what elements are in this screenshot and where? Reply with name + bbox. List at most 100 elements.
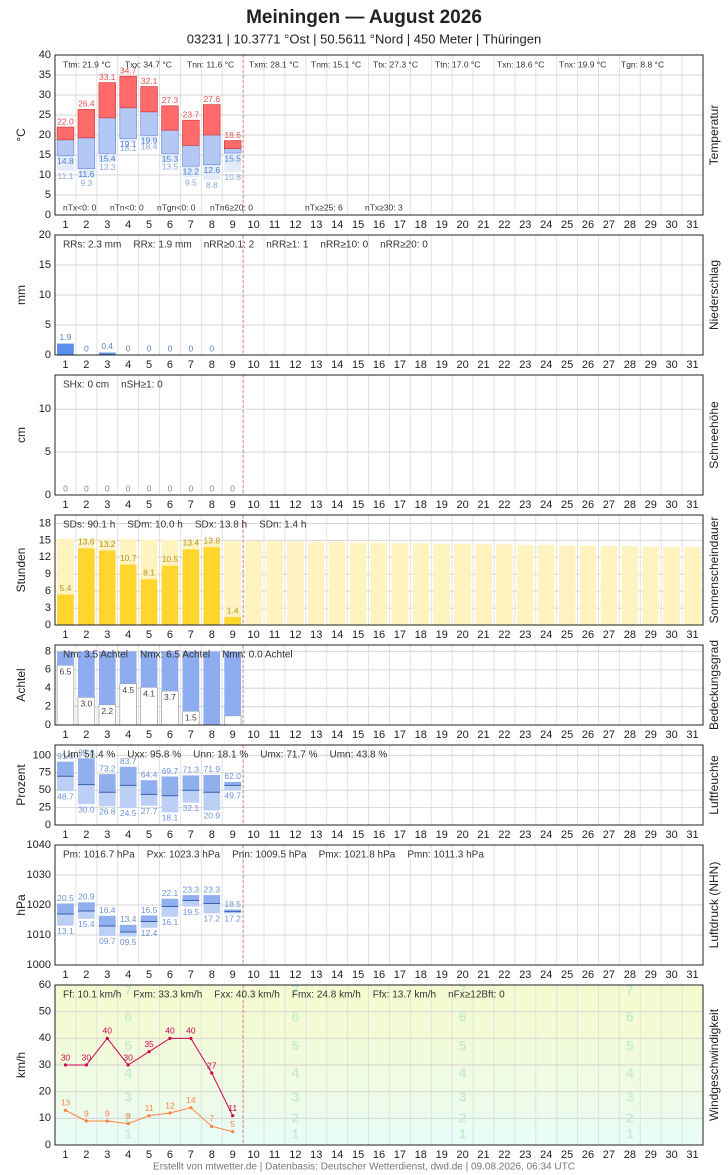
x-tick-label: 28 <box>624 1149 636 1161</box>
side-label: Niederschlag <box>707 260 721 330</box>
temp-min-mean <box>182 145 200 167</box>
value-label: 49.7 <box>224 791 241 801</box>
stat-text: nSH≥1: 0 <box>121 380 163 391</box>
value-label: 1.9 <box>60 332 72 342</box>
wind-point <box>105 1119 109 1123</box>
title: Meiningen — August 2026 <box>246 7 482 28</box>
value-label: 0.4 <box>101 341 113 351</box>
x-tick-label: 23 <box>519 359 531 371</box>
x-tick-label: 11 <box>269 969 280 981</box>
x-tick-label: 13 <box>310 629 322 641</box>
stat-text: Umn: 43.8 % <box>329 750 387 761</box>
beaufort-label: 6 <box>626 1008 634 1024</box>
x-tick-label: 2 <box>83 969 89 981</box>
y-tick-label: 6 <box>45 585 51 597</box>
x-tick-label: 27 <box>603 499 615 511</box>
value-label: 10.7 <box>120 553 137 563</box>
temp-mean-max <box>161 105 179 131</box>
x-tick-label: 12 <box>289 969 301 981</box>
x-tick-label: 19 <box>436 1149 448 1161</box>
value-label: 71.3 <box>183 765 200 775</box>
x-tick-label: 20 <box>456 729 468 741</box>
value-label: 10.8 <box>224 172 241 182</box>
stat-text: Nmn: 0.0 Achtel <box>222 650 293 661</box>
x-tick-label: 13 <box>310 829 322 841</box>
x-tick-label: 22 <box>498 969 510 981</box>
x-tick-label: 23 <box>519 729 531 741</box>
y-tick-label: 3 <box>45 602 51 614</box>
temp-lower <box>77 168 95 178</box>
x-tick-label: 5 <box>146 1149 152 1161</box>
wind-point <box>189 1036 193 1040</box>
value-label: 9 <box>105 1108 110 1118</box>
x-tick-label: 26 <box>582 219 594 231</box>
x-tick-label: 2 <box>83 359 89 371</box>
value-label: 32.1 <box>183 803 200 813</box>
temp-lower <box>140 135 158 142</box>
x-tick-label: 27 <box>603 359 615 371</box>
x-tick-label: 1 <box>62 499 68 511</box>
x-tick-label: 17 <box>394 219 406 231</box>
value-label: 8.1 <box>143 568 155 578</box>
value-label: 20.9 <box>204 811 221 821</box>
x-tick-label: 24 <box>540 629 552 641</box>
x-tick-label: 27 <box>603 1149 615 1161</box>
y-tick-label: 35 <box>39 69 51 81</box>
wind-point <box>105 1036 109 1040</box>
x-tick-label: 25 <box>561 629 573 641</box>
value-label: 9 <box>84 1108 89 1118</box>
stat-text: Fxm: 33.3 km/h <box>133 990 202 1001</box>
x-tick-label: 2 <box>83 219 89 231</box>
value-label: 12 <box>165 1100 175 1110</box>
x-tick-label: 16 <box>373 1149 385 1161</box>
x-tick-label: 31 <box>686 829 698 841</box>
value-label: 0 <box>126 343 131 353</box>
possible-bar <box>475 544 492 625</box>
x-tick-label: 28 <box>624 629 636 641</box>
y-tick-label: 5 <box>45 319 51 331</box>
bar <box>140 579 158 625</box>
plot-frame <box>54 234 704 356</box>
y-tick-label: 50 <box>39 784 51 796</box>
range-lower <box>182 790 200 803</box>
x-tick-label: 6 <box>167 829 173 841</box>
x-tick-label: 16 <box>373 969 385 981</box>
value-label: 1.0 <box>227 717 239 727</box>
y-tick-label: 20 <box>39 1086 51 1098</box>
x-tick-label: 25 <box>561 729 573 741</box>
value-label: 27.3 <box>162 95 179 105</box>
x-tick-label: 11 <box>269 1149 280 1161</box>
range-upper <box>182 895 200 901</box>
x-tick-label: 11 <box>269 499 280 511</box>
x-tick-label: 24 <box>540 359 552 371</box>
x-tick-label: 23 <box>519 499 531 511</box>
x-tick-label: 26 <box>582 499 594 511</box>
x-tick-label: 4 <box>125 969 131 981</box>
x-tick-label: 27 <box>603 219 615 231</box>
temp-min-mean <box>56 139 75 157</box>
possible-bar <box>224 540 242 625</box>
x-tick-label: 26 <box>582 359 594 371</box>
y-tick-label: 10 <box>39 289 51 301</box>
value-label: 19.1 <box>120 139 137 149</box>
value-label: 95.8 <box>78 748 95 758</box>
value-label: 13.5 <box>162 161 179 171</box>
x-tick-label: 12 <box>289 629 301 641</box>
y-tick-label: 5 <box>45 446 51 458</box>
x-tick-label: 3 <box>104 499 110 511</box>
x-tick-label: 15 <box>352 829 364 841</box>
range-upper <box>224 909 242 912</box>
wind-point <box>231 1130 235 1134</box>
x-tick-label: 28 <box>624 829 636 841</box>
possible-bar <box>349 542 367 625</box>
x-tick-label: 2 <box>83 829 89 841</box>
x-tick-label: 1 <box>62 1149 68 1161</box>
y-tick-label: 2 <box>45 701 51 713</box>
x-tick-label: 24 <box>540 729 552 741</box>
possible-bar <box>328 542 346 625</box>
range-lower <box>140 921 158 928</box>
y-axis-label: hPa <box>14 894 28 916</box>
x-tick-label: 15 <box>352 359 364 371</box>
beaufort-label: 2 <box>124 1110 132 1126</box>
x-tick-label: 22 <box>498 629 510 641</box>
